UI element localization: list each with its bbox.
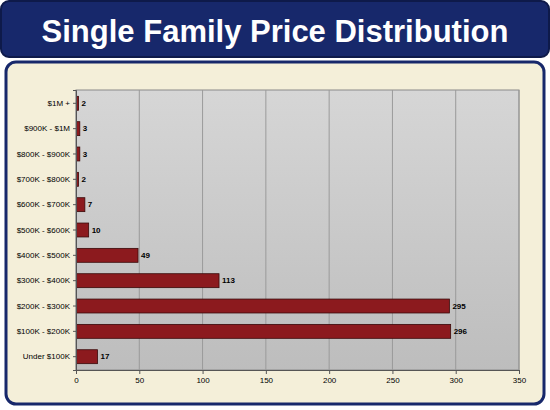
chart: Single Family Price Distribution 2 3 3 2 7 10 4…: [0, 0, 550, 410]
x-tick-label: 100: [196, 376, 210, 385]
x-tick-label: 150: [260, 376, 274, 385]
y-tick-mark: [73, 230, 76, 231]
y-tick-label: $900K - $1M: [24, 124, 70, 133]
bar: [76, 223, 89, 237]
y-tick: $200K - $300K: [17, 302, 76, 311]
data-label: 295: [452, 302, 466, 311]
data-label: 10: [92, 226, 101, 235]
y-tick: $400K - $500K: [17, 251, 76, 260]
bar: [76, 350, 98, 364]
data-label: 3: [83, 124, 88, 133]
y-tick: $600K - $700K: [17, 200, 76, 209]
plot: 2 3 3 2 7 10 49 113 295 296 17 0 50 100 150 200 250 300 35…: [17, 90, 527, 385]
x-tick: 150: [260, 370, 274, 385]
bar: [76, 299, 449, 313]
y-tick-label: $800K - $900K: [17, 150, 71, 159]
y-tick-mark: [73, 153, 76, 154]
y-tick: $500K - $600K: [17, 226, 76, 235]
x-axis-line: [77, 371, 520, 375]
grid: [76, 90, 519, 370]
x-tick-label: 50: [135, 376, 144, 385]
y-tick-label: $600K - $700K: [17, 200, 71, 209]
x-tick-mark: [519, 370, 520, 374]
x-tick-label: 200: [323, 376, 337, 385]
y-tick-label: Under $100K: [23, 352, 71, 361]
x-tick-mark: [329, 370, 330, 374]
x-tick: 350: [513, 370, 527, 385]
data-label: 3: [83, 150, 88, 159]
x-tick-mark: [392, 370, 393, 374]
title-banner: [1, 1, 549, 57]
y-tick: $800K - $900K: [17, 150, 76, 159]
y-tick-mark: [73, 128, 76, 129]
panel: [6, 62, 544, 404]
x-tick-mark: [203, 370, 204, 374]
y-tick-mark: [73, 280, 76, 281]
y-tick: $300K - $400K: [17, 276, 76, 285]
x-tick-label: 250: [386, 376, 400, 385]
y-tick: $1M +: [48, 99, 76, 108]
data-label: 296: [454, 327, 468, 336]
y-tick-mark: [73, 306, 76, 307]
y-tick: $900K - $1M: [24, 124, 76, 133]
data-label: 2: [82, 175, 87, 184]
y-tick-label: $1M +: [48, 99, 71, 108]
x-tick: 300: [450, 370, 464, 385]
y-tick-mark: [73, 179, 76, 180]
data-label: 17: [101, 352, 110, 361]
x-tick-mark: [456, 370, 457, 374]
data-label: 2: [82, 99, 87, 108]
y-axis-line: [73, 91, 77, 371]
bar: [76, 248, 138, 262]
data-labels: 2 3 3 2 7 10 49 113 295 296 17: [82, 99, 468, 361]
bars: [76, 96, 451, 363]
data-label: 49: [141, 251, 150, 260]
y-tick-label: $200K - $300K: [17, 302, 71, 311]
title: Single Family Price Distribution: [42, 14, 509, 49]
grid-line: [519, 90, 520, 370]
y-tick-mark: [73, 331, 76, 332]
y-tick-mark: [73, 356, 76, 357]
y-tick: Under $100K: [23, 352, 76, 361]
data-label: 7: [88, 200, 93, 209]
data-label: 113: [222, 276, 235, 285]
y-tick-mark: [73, 255, 76, 256]
x-axis: 0 50 100 150 200 250 300 350: [74, 370, 526, 385]
y-tick-label: $400K - $500K: [17, 251, 71, 260]
y-tick-mark: [73, 103, 76, 104]
x-tick-mark: [266, 370, 267, 374]
x-tick-label: 350: [513, 376, 527, 385]
x-tick: 200: [323, 370, 337, 385]
y-tick: $100K - $200K: [17, 327, 76, 336]
x-tick-label: 300: [450, 376, 464, 385]
y-tick-mark: [73, 204, 76, 205]
y-axis: $1M + $900K - $1M $800K - $900K $700K - $80…: [17, 91, 77, 371]
x-tick-label: 0: [74, 376, 79, 385]
bar: [76, 274, 219, 288]
x-tick: 0: [74, 370, 79, 385]
x-tick: 100: [196, 370, 210, 385]
bar: [76, 198, 85, 212]
bar: [76, 324, 451, 338]
y-tick-label: $700K - $800K: [17, 175, 71, 184]
y-tick-label: $500K - $600K: [17, 226, 71, 235]
plot-area: [76, 90, 519, 370]
x-tick: 250: [386, 370, 400, 385]
y-tick-label: $100K - $200K: [17, 327, 71, 336]
x-tick-mark: [139, 370, 140, 374]
y-tick-label: $300K - $400K: [17, 276, 71, 285]
x-tick: 50: [135, 370, 144, 385]
y-tick: $700K - $800K: [17, 175, 76, 184]
